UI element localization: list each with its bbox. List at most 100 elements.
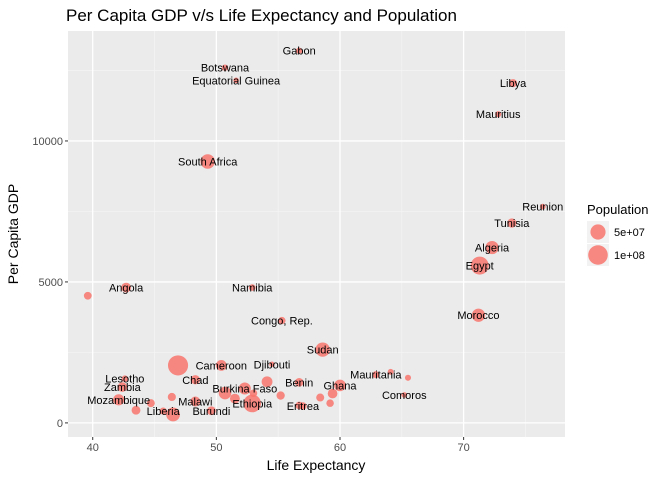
data-point xyxy=(387,368,394,375)
data-point xyxy=(200,154,215,169)
data-point xyxy=(166,407,180,422)
point-label: Angola xyxy=(109,283,144,295)
point-label: Liberia xyxy=(147,406,181,418)
data-point xyxy=(117,382,128,392)
data-point xyxy=(509,79,518,88)
data-point xyxy=(404,374,412,381)
data-point xyxy=(243,394,262,413)
point-label: Namibia xyxy=(232,283,273,295)
y-axis-ticks: 0 5000 10000 xyxy=(32,136,68,430)
point-label: South Africa xyxy=(178,157,238,169)
x-axis-ticks: 40 50 60 70 xyxy=(87,437,470,454)
plot-panel xyxy=(68,31,565,437)
data-point xyxy=(296,47,303,54)
point-label: Equatorial Guinea xyxy=(192,75,281,87)
y-tick-label: 0 xyxy=(57,418,63,430)
y-axis-title: Per Capita GDP xyxy=(5,184,21,284)
point-label: Morocco xyxy=(457,310,499,322)
data-point xyxy=(131,405,141,415)
data-point xyxy=(485,240,499,255)
point-label: Ghana xyxy=(323,380,357,392)
point-label: Zambia xyxy=(104,382,142,394)
point-label: Eritrea xyxy=(287,401,320,413)
data-point xyxy=(233,77,239,84)
legend-key-point xyxy=(590,224,606,240)
legend-label: 1e+08 xyxy=(614,250,645,262)
data-point xyxy=(507,218,517,228)
point-label: Botswana xyxy=(201,63,250,75)
data-point xyxy=(249,389,258,398)
point-label: Mauritania xyxy=(350,370,402,382)
major-gridlines xyxy=(68,31,565,437)
data-point xyxy=(167,392,176,402)
legend-label: 5e+07 xyxy=(614,227,645,239)
data-point xyxy=(207,406,216,416)
data-point xyxy=(229,393,240,404)
data-point xyxy=(269,361,275,367)
data-point xyxy=(470,256,489,275)
data-point xyxy=(327,388,338,399)
data-point xyxy=(315,342,330,357)
data-point xyxy=(299,402,307,410)
point-label: Malawi xyxy=(178,396,212,408)
data-point xyxy=(261,376,273,388)
point-label: Tunisia xyxy=(494,218,530,230)
data-point xyxy=(146,399,155,408)
data-point xyxy=(316,393,325,402)
chart-title: Per Capita GDP v/s Life Expectancy and P… xyxy=(66,6,457,25)
data-point xyxy=(539,203,546,210)
point-label: Burundi xyxy=(192,406,230,418)
point-label: Sudan xyxy=(307,345,339,357)
point-label: Mozambique xyxy=(87,395,150,407)
data-points xyxy=(83,47,546,422)
point-label: Egypt xyxy=(466,261,494,273)
point-label: Lesotho xyxy=(105,374,144,386)
data-point xyxy=(372,371,380,379)
data-point xyxy=(159,407,167,415)
data-point xyxy=(334,379,346,392)
point-label: Comoros xyxy=(382,390,427,402)
x-tick-label: 60 xyxy=(334,442,346,454)
data-point xyxy=(215,359,227,371)
data-point xyxy=(121,282,131,293)
point-label: Cameroon xyxy=(196,360,247,372)
point-label: Mauritius xyxy=(476,109,521,121)
point-label: Reunion xyxy=(522,202,563,214)
x-tick-label: 40 xyxy=(87,442,99,454)
data-point xyxy=(276,391,285,400)
y-tick-label: 5000 xyxy=(39,277,63,289)
data-point xyxy=(190,396,201,407)
point-label: Djibouti xyxy=(254,359,291,371)
data-point xyxy=(401,392,408,398)
y-tick-label: 10000 xyxy=(32,136,63,148)
point-label: Congo, Rep. xyxy=(251,316,313,328)
data-point xyxy=(278,316,286,325)
data-point xyxy=(121,375,129,382)
minor-gridlines xyxy=(68,31,565,437)
legend: Population 5e+07 1e+08 xyxy=(587,202,648,266)
point-label: Burkina Faso xyxy=(212,384,277,396)
data-point xyxy=(495,111,502,118)
data-point xyxy=(221,64,229,71)
point-label: Ethiopia xyxy=(232,398,273,410)
point-label: Chad xyxy=(182,375,208,387)
point-label: Libya xyxy=(500,78,527,90)
data-point xyxy=(238,382,251,395)
point-label: Gabon xyxy=(283,46,316,58)
data-point xyxy=(471,308,486,322)
legend-key-point xyxy=(588,245,608,265)
data-point xyxy=(218,386,232,400)
x-tick-label: 70 xyxy=(457,442,469,454)
data-point xyxy=(167,355,189,376)
data-point xyxy=(248,284,256,291)
data-point xyxy=(326,399,334,407)
data-point xyxy=(113,394,125,406)
legend-title: Population xyxy=(587,202,648,217)
x-tick-label: 50 xyxy=(210,442,222,454)
data-point xyxy=(190,375,200,385)
data-point xyxy=(294,377,304,387)
x-axis-title: Life Expectancy xyxy=(267,457,366,473)
data-point xyxy=(83,291,92,300)
